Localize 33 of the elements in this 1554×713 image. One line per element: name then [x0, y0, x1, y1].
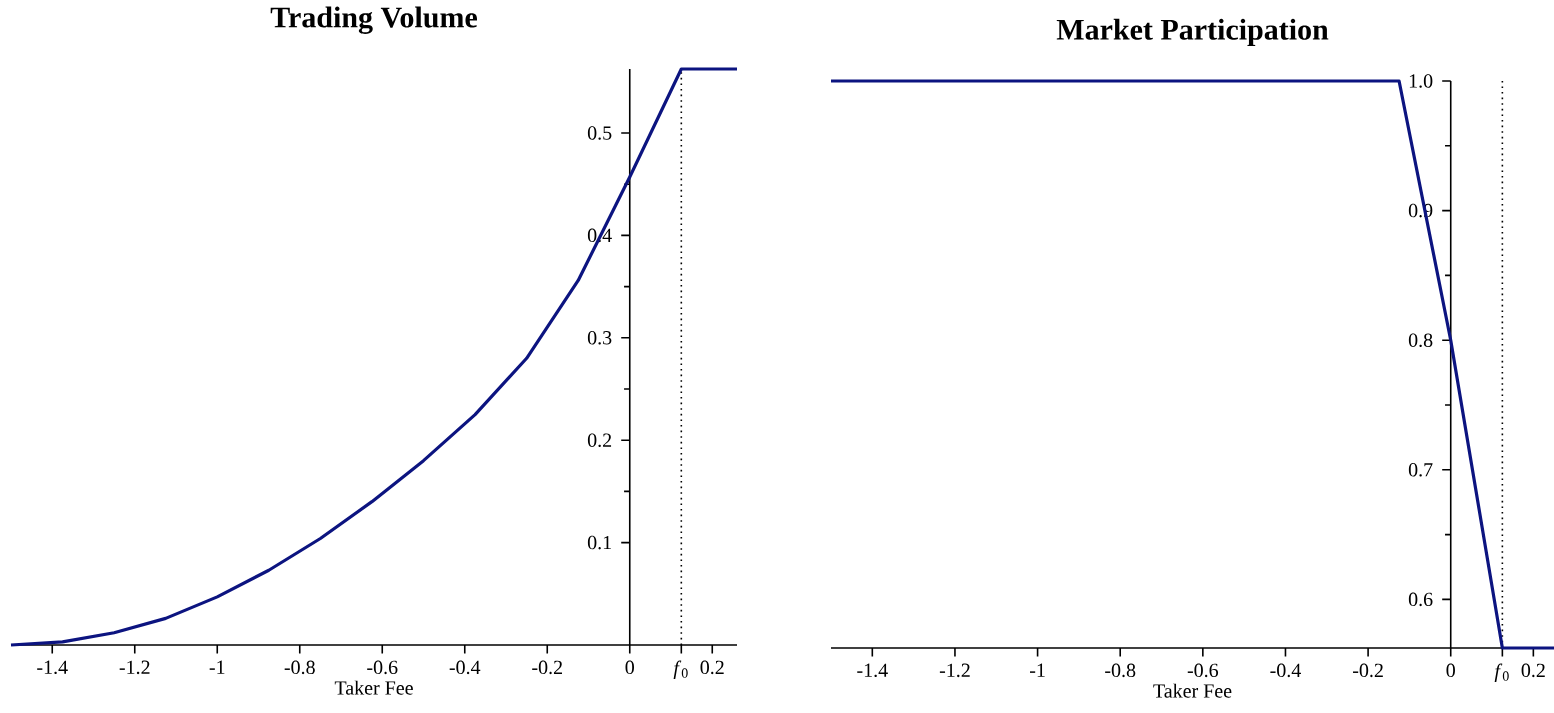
x-tick-label: -0.6 [1187, 663, 1219, 678]
y-tick-label: 0.3 [587, 331, 612, 345]
y-tick-label: 0.8 [1408, 333, 1433, 347]
y-tick-label: 0.5 [587, 126, 612, 140]
x-tick-label: -0.8 [284, 660, 315, 675]
x-tick-label: -0.6 [367, 660, 398, 675]
x-tick-label: 0 [1446, 663, 1455, 678]
x-tick-label: 0.2 [1521, 663, 1545, 678]
x-axis-title: Taker Fee [1153, 683, 1232, 698]
x-tick-label: -0.2 [532, 660, 562, 675]
x-tick-label: -1 [1030, 663, 1045, 677]
x-tick-label: -0.4 [1270, 663, 1301, 678]
x-tick-label: 0 [625, 660, 635, 675]
y-tick-label: 0.6 [1408, 592, 1433, 607]
x-tick-label: -1.4 [37, 660, 68, 675]
x-tick-label: f$_{0}$ [673, 660, 688, 679]
x-tick-label: -0.2 [1353, 663, 1383, 678]
x-tick-label: -1 [209, 660, 225, 674]
x-tick-label: -1.2 [939, 663, 970, 678]
y-tick-label: 1.0 [1409, 74, 1433, 88]
chart-title: Market Participation [1056, 18, 1329, 46]
x-tick-label: -0.4 [449, 660, 481, 675]
x-tick-label: -1.2 [119, 660, 150, 675]
x-tick-label: -0.8 [1105, 663, 1136, 678]
chart-title: Trading Volume [270, 6, 477, 34]
x-tick-label: f$_{0}$ [1494, 663, 1509, 682]
y-tick-label: 0.1 [587, 535, 611, 550]
y-tick-label: 0.7 [1408, 463, 1433, 477]
x-tick-label: 0.2 [700, 660, 724, 675]
x-axis-title: Taker Fee [334, 680, 413, 695]
line-series [9, 67, 739, 647]
y-tick-label: 0.2 [587, 433, 612, 447]
x-tick-label: -1.4 [857, 663, 888, 678]
